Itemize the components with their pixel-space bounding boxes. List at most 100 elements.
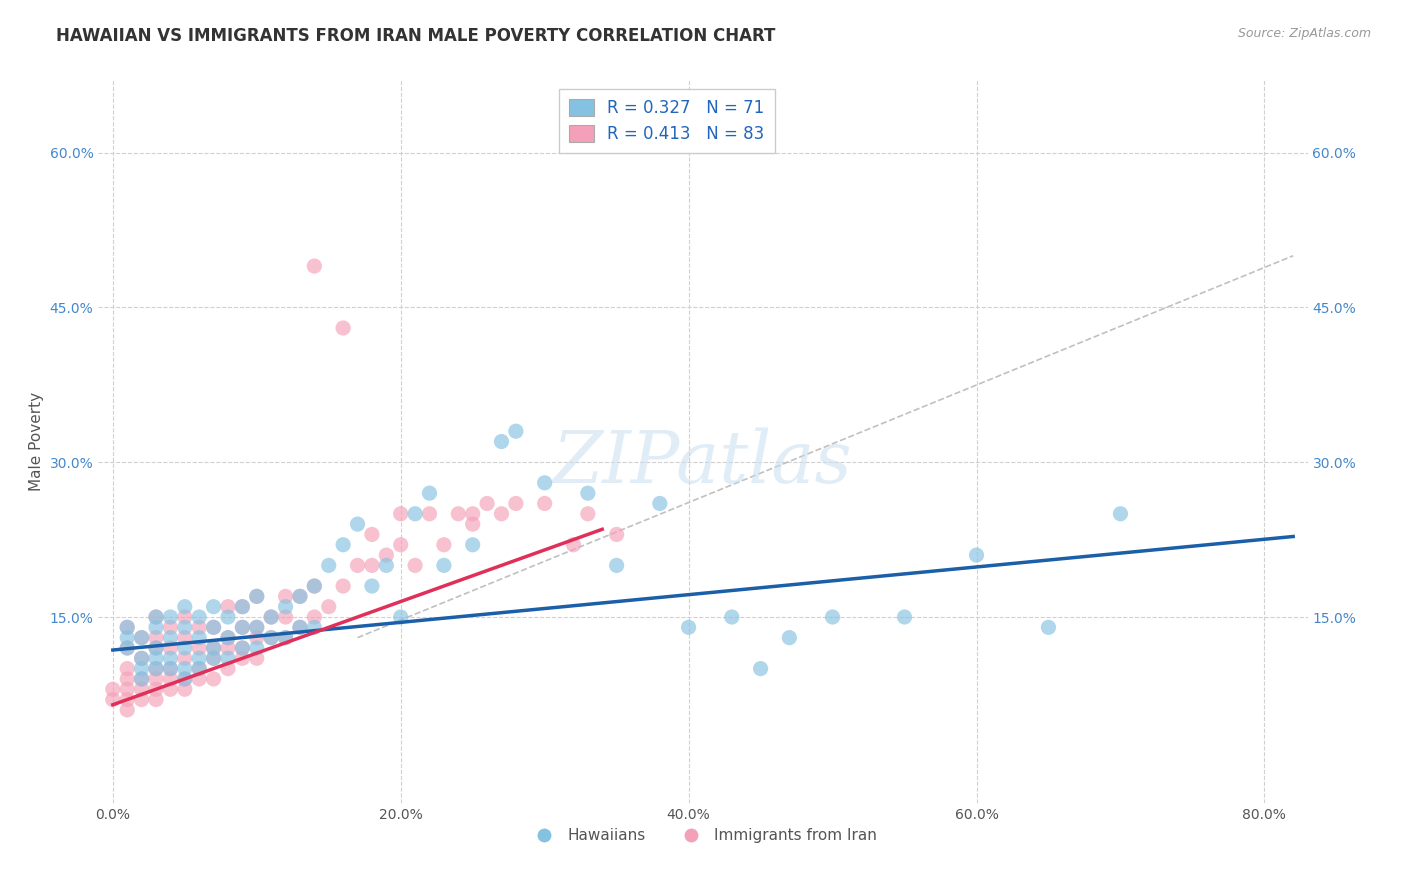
- Point: [131, 692, 153, 706]
- Point: [173, 682, 195, 697]
- Point: [304, 579, 326, 593]
- Point: [404, 507, 426, 521]
- Point: [505, 496, 527, 510]
- Point: [260, 610, 283, 624]
- Point: [1038, 620, 1060, 634]
- Text: ZIPatlas: ZIPatlas: [553, 428, 853, 499]
- Point: [274, 610, 297, 624]
- Point: [433, 538, 456, 552]
- Point: [173, 599, 195, 614]
- Point: [288, 590, 311, 604]
- Point: [648, 496, 671, 510]
- Point: [173, 672, 195, 686]
- Point: [188, 662, 211, 676]
- Point: [217, 599, 239, 614]
- Point: [115, 662, 138, 676]
- Point: [966, 548, 988, 562]
- Point: [332, 579, 354, 593]
- Point: [145, 620, 167, 634]
- Point: [332, 538, 354, 552]
- Point: [778, 631, 800, 645]
- Point: [389, 507, 412, 521]
- Point: [375, 558, 398, 573]
- Point: [606, 558, 628, 573]
- Point: [404, 558, 426, 573]
- Point: [260, 610, 283, 624]
- Point: [246, 631, 269, 645]
- Point: [332, 321, 354, 335]
- Point: [274, 599, 297, 614]
- Point: [188, 672, 211, 686]
- Point: [159, 620, 181, 634]
- Point: [304, 259, 326, 273]
- Point: [145, 640, 167, 655]
- Point: [231, 640, 253, 655]
- Point: [231, 599, 253, 614]
- Legend: Hawaiians, Immigrants from Iran: Hawaiians, Immigrants from Iran: [523, 822, 883, 849]
- Point: [188, 662, 211, 676]
- Point: [159, 672, 181, 686]
- Point: [173, 610, 195, 624]
- Point: [159, 651, 181, 665]
- Point: [173, 651, 195, 665]
- Point: [304, 620, 326, 634]
- Point: [145, 662, 167, 676]
- Point: [145, 610, 167, 624]
- Point: [202, 620, 225, 634]
- Point: [217, 631, 239, 645]
- Point: [375, 548, 398, 562]
- Point: [115, 620, 138, 634]
- Point: [491, 434, 513, 449]
- Point: [202, 651, 225, 665]
- Point: [188, 620, 211, 634]
- Point: [159, 610, 181, 624]
- Point: [231, 620, 253, 634]
- Point: [145, 682, 167, 697]
- Text: Source: ZipAtlas.com: Source: ZipAtlas.com: [1237, 27, 1371, 40]
- Point: [159, 682, 181, 697]
- Point: [893, 610, 915, 624]
- Point: [188, 651, 211, 665]
- Point: [217, 631, 239, 645]
- Point: [217, 662, 239, 676]
- Point: [720, 610, 742, 624]
- Point: [202, 672, 225, 686]
- Point: [188, 631, 211, 645]
- Point: [361, 579, 384, 593]
- Point: [115, 631, 138, 645]
- Point: [318, 599, 340, 614]
- Point: [246, 620, 269, 634]
- Point: [576, 486, 599, 500]
- Point: [159, 662, 181, 676]
- Point: [260, 631, 283, 645]
- Point: [131, 631, 153, 645]
- Point: [274, 631, 297, 645]
- Point: [274, 631, 297, 645]
- Point: [246, 651, 269, 665]
- Point: [131, 672, 153, 686]
- Point: [749, 662, 772, 676]
- Point: [131, 631, 153, 645]
- Point: [115, 640, 138, 655]
- Point: [145, 610, 167, 624]
- Point: [131, 651, 153, 665]
- Point: [115, 703, 138, 717]
- Point: [246, 590, 269, 604]
- Point: [433, 558, 456, 573]
- Point: [159, 662, 181, 676]
- Point: [115, 640, 138, 655]
- Point: [361, 527, 384, 541]
- Point: [389, 610, 412, 624]
- Point: [145, 631, 167, 645]
- Point: [274, 590, 297, 604]
- Point: [576, 507, 599, 521]
- Point: [202, 640, 225, 655]
- Point: [1109, 507, 1132, 521]
- Point: [173, 672, 195, 686]
- Point: [145, 651, 167, 665]
- Point: [533, 496, 555, 510]
- Point: [173, 631, 195, 645]
- Point: [188, 610, 211, 624]
- Point: [115, 692, 138, 706]
- Point: [288, 620, 311, 634]
